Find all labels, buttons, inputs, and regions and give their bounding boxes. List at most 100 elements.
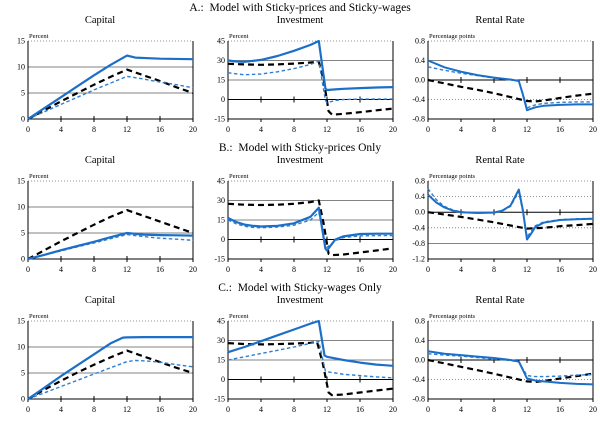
chart-title: Investment bbox=[276, 155, 324, 166]
y-tick-label: 0.4 bbox=[415, 192, 425, 201]
axis-unit-label: Percentage points bbox=[429, 33, 475, 40]
blue-solid-line bbox=[227, 206, 393, 252]
y-tick-label: 0.8 bbox=[415, 37, 425, 46]
blue-solid-line bbox=[27, 231, 194, 261]
y-tick-label: 45 bbox=[217, 37, 225, 46]
y-tick-label: 0.8 bbox=[415, 317, 425, 326]
x-tick-label: 8 bbox=[92, 125, 96, 134]
x-tick-label: 0 bbox=[226, 265, 230, 274]
y-tick-label: 0 bbox=[21, 115, 25, 124]
y-tick-label: 0.4 bbox=[415, 56, 425, 65]
x-tick-label: 8 bbox=[92, 405, 96, 414]
black-long-dash-line bbox=[427, 211, 594, 230]
y-tick-label: 30 bbox=[217, 196, 225, 205]
y-tick-label: -1.2 bbox=[412, 255, 425, 264]
section-c: C.: Model with Sticky-wages Only Capital… bbox=[0, 282, 600, 419]
chart-a-rental-rate: Rental Rate 0.8 0.4 0.0 -0.4 -0.8 0 4 8 12 16 20 Pe… bbox=[401, 15, 599, 139]
rental-rate-plot-b: 0.8 0.4 0.0 -0.4 -0.8 -1.20 4 8 12 16 20 Percentage… bbox=[412, 173, 597, 274]
x-tick-label: 4 bbox=[259, 125, 263, 134]
x-tick-label: 4 bbox=[459, 405, 463, 414]
x-tick-label: 16 bbox=[556, 125, 564, 134]
chart-c-rental-rate: Rental Rate 0.8 0.4 0.0 -0.4 -0.8 0 4 8 12 16 20 Pe… bbox=[401, 295, 599, 419]
y-tick-label: -0.8 bbox=[412, 395, 425, 404]
y-tick-label: 0.8 bbox=[415, 177, 425, 186]
axis-unit-label: Percentage points bbox=[429, 313, 475, 320]
x-tick-label: 4 bbox=[259, 405, 263, 414]
section-c-header: C.: Model with Sticky-wages Only bbox=[218, 282, 382, 294]
x-tick-label: 0 bbox=[426, 405, 430, 414]
x-tick-label: 0 bbox=[226, 125, 230, 134]
y-tick-label: 15 bbox=[17, 177, 25, 186]
y-tick-label: 0.0 bbox=[415, 76, 425, 85]
x-tick-label: 4 bbox=[259, 265, 263, 274]
y-tick-label: -15 bbox=[214, 395, 225, 404]
x-tick-label: 4 bbox=[459, 265, 463, 274]
axis-unit-label: Percent bbox=[229, 313, 249, 320]
x-tick-label: 12 bbox=[123, 125, 131, 134]
y-tick-label: 0.0 bbox=[415, 356, 425, 365]
x-tick-label: 0 bbox=[226, 405, 230, 414]
x-tick-label: 8 bbox=[292, 265, 296, 274]
chart-title: Capital bbox=[84, 15, 116, 26]
section-b-charts: Capital 15 10 5 0 0 4 8 12 16 20 Percent Investmen… bbox=[0, 155, 600, 279]
blue-short-dash-line bbox=[27, 359, 194, 400]
axis-unit-label: Percent bbox=[229, 173, 249, 180]
y-tick-label: -0.4 bbox=[412, 375, 425, 384]
axis-unit-label: Percent bbox=[29, 313, 49, 320]
x-tick-label: 16 bbox=[356, 405, 364, 414]
y-tick-label: -0.8 bbox=[412, 239, 425, 248]
blue-short-dash-line bbox=[27, 233, 194, 260]
rental-rate-plot-a: 0.8 0.4 0.0 -0.4 -0.80 4 8 12 16 20 Percentage poi… bbox=[412, 33, 597, 134]
axis-unit-label: Percent bbox=[29, 33, 49, 40]
chart-b-investment: Investment 45 30 15 0 -15 0 4 8 12 16 20 Percent bbox=[201, 155, 399, 279]
blue-short-dash-line bbox=[227, 60, 393, 104]
x-tick-label: 4 bbox=[459, 125, 463, 134]
chart-title: Rental Rate bbox=[475, 295, 525, 306]
y-tick-label: 0 bbox=[221, 95, 225, 104]
capital-plot-b: 15 10 5 00 4 8 12 16 20 Percent bbox=[17, 173, 197, 274]
x-tick-label: 12 bbox=[323, 265, 331, 274]
section-a: A.: Model with Sticky-prices and Sticky-… bbox=[0, 2, 600, 139]
y-tick-label: 0 bbox=[21, 395, 25, 404]
x-tick-label: 8 bbox=[292, 405, 296, 414]
x-tick-label: 4 bbox=[59, 265, 63, 274]
x-tick-label: 0 bbox=[26, 265, 30, 274]
section-b: B.: Model with Sticky-prices Only Capita… bbox=[0, 142, 600, 279]
chart-title: Rental Rate bbox=[475, 155, 525, 166]
x-tick-label: 4 bbox=[59, 405, 63, 414]
x-tick-label: 20 bbox=[589, 405, 597, 414]
y-tick-label: 0.4 bbox=[415, 336, 425, 345]
y-tick-label: 15 bbox=[17, 317, 25, 326]
y-tick-label: -15 bbox=[214, 255, 225, 264]
x-tick-label: 8 bbox=[292, 125, 296, 134]
x-tick-label: 20 bbox=[189, 125, 197, 134]
x-tick-label: 20 bbox=[389, 265, 397, 274]
chart-a-investment: Investment 45 30 15 0 -15 0 4 8 12 16 20 Percent bbox=[201, 15, 399, 139]
x-tick-label: 16 bbox=[556, 265, 564, 274]
y-tick-label: -0.8 bbox=[412, 115, 425, 124]
x-tick-label: 16 bbox=[356, 125, 364, 134]
x-tick-label: 12 bbox=[523, 125, 531, 134]
blue-solid-line bbox=[427, 350, 594, 386]
x-tick-label: 16 bbox=[156, 125, 164, 134]
chart-title: Investment bbox=[276, 15, 324, 26]
axis-unit-label: Percent bbox=[29, 173, 49, 180]
black-long-dash-line bbox=[27, 349, 194, 400]
y-tick-label: -15 bbox=[214, 115, 225, 124]
black-long-dash-line bbox=[227, 199, 394, 257]
blue-solid-line bbox=[427, 188, 594, 241]
x-tick-label: 4 bbox=[59, 125, 63, 134]
blue-short-dash-line bbox=[427, 66, 593, 109]
axis-unit-label: Percent bbox=[229, 33, 249, 40]
x-tick-label: 12 bbox=[523, 265, 531, 274]
x-tick-label: 0 bbox=[26, 405, 30, 414]
x-tick-label: 20 bbox=[589, 265, 597, 274]
section-a-header: A.: Model with Sticky-prices and Sticky-… bbox=[189, 2, 411, 14]
blue-solid-line bbox=[27, 336, 193, 400]
x-tick-label: 20 bbox=[189, 405, 197, 414]
y-tick-label: 0 bbox=[221, 375, 225, 384]
x-tick-label: 8 bbox=[492, 405, 496, 414]
x-tick-label: 8 bbox=[492, 125, 496, 134]
